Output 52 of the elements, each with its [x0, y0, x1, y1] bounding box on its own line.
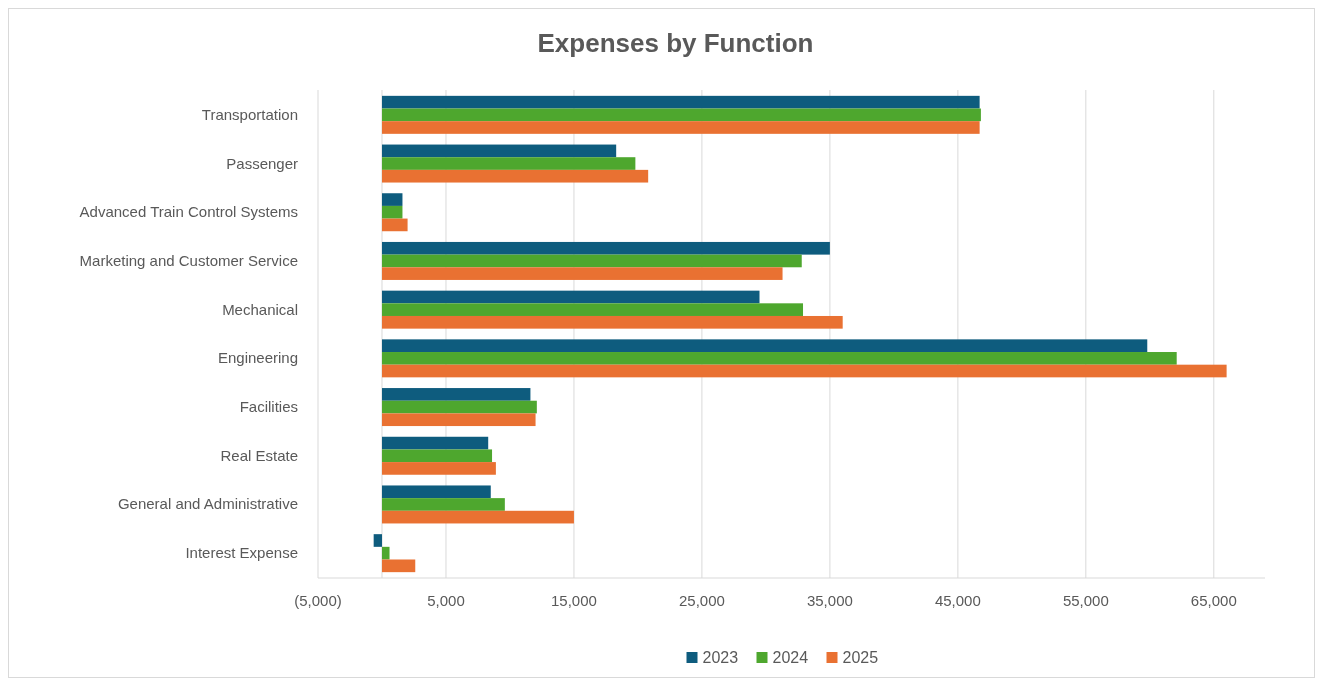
- bar: [381, 267, 783, 280]
- bar: [381, 205, 403, 219]
- y-tick-label: Transportation: [201, 105, 298, 123]
- y-tick-label: General and Administrative: [117, 495, 298, 513]
- bar: [381, 290, 760, 304]
- y-tick-label: Mechanical: [222, 300, 298, 318]
- bar: [381, 400, 537, 414]
- bar: [381, 413, 536, 427]
- y-tick-label: Interest Expense: [185, 544, 298, 562]
- bar: [381, 121, 980, 134]
- bar: [381, 559, 416, 573]
- bar: [381, 436, 489, 450]
- x-tick-label: 45,000: [934, 592, 981, 609]
- bar: [381, 315, 843, 329]
- y-tick-label: Engineering: [217, 349, 298, 367]
- bar: [381, 218, 408, 232]
- bar: [381, 157, 636, 170]
- bar: [381, 462, 496, 475]
- x-tick-label: 55,000: [1062, 592, 1109, 609]
- bar: [381, 254, 802, 268]
- legend-label: 2025: [842, 649, 879, 666]
- y-tick-label: Facilities: [239, 398, 298, 416]
- x-tick-label: 35,000: [806, 592, 853, 609]
- bar: [381, 303, 804, 316]
- bar: [381, 364, 1227, 378]
- y-tick-label: Real Estate: [220, 446, 298, 464]
- bar: [381, 339, 1148, 353]
- bar: [381, 498, 505, 511]
- bar: [381, 144, 617, 158]
- bar: [381, 241, 830, 255]
- bar: [381, 193, 403, 206]
- legend-label: 2023: [702, 649, 739, 666]
- x-tick-label: 5,000: [427, 592, 465, 609]
- legend-label: 2024: [772, 649, 809, 666]
- x-tick-label: (5,000): [294, 592, 342, 609]
- bar: [381, 169, 649, 183]
- bar: [381, 485, 491, 499]
- bar: [373, 534, 382, 547]
- bar: [381, 352, 1177, 365]
- x-tick-label: 65,000: [1190, 592, 1237, 609]
- bar: [381, 95, 980, 109]
- bar: [381, 546, 390, 560]
- bar: [381, 449, 493, 463]
- bar: [381, 108, 981, 122]
- y-tick-label: Passenger: [226, 154, 298, 172]
- x-tick-label: 15,000: [551, 592, 597, 609]
- bar: [381, 388, 531, 401]
- y-tick-label: Advanced Train Control Systems: [79, 203, 298, 221]
- bar: [381, 510, 574, 524]
- chart-title: Expenses by Function: [537, 28, 814, 58]
- x-tick-label: 25,000: [678, 592, 725, 609]
- y-tick-label: Marketing and Customer Service: [79, 251, 298, 269]
